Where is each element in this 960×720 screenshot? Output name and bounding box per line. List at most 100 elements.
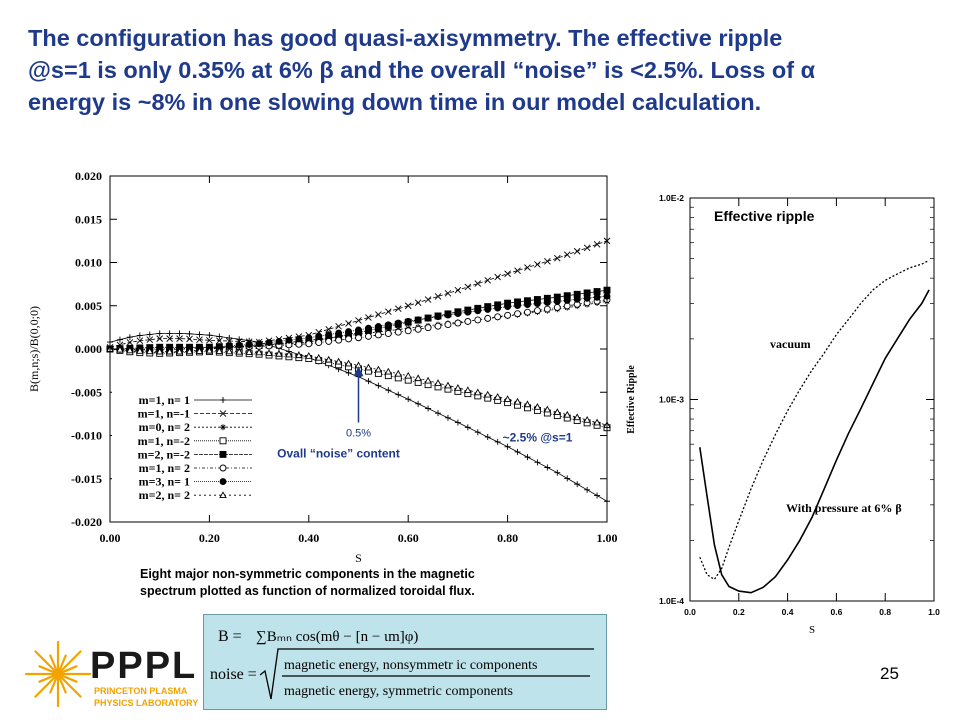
data-point [394,319,402,327]
data-point [235,347,243,355]
x-tick-label: 0.4 [782,607,794,617]
data-point [454,319,462,327]
legend-marker [219,464,227,472]
data-point [265,339,273,347]
slide-title: The configuration has good quasi-axisymm… [28,22,938,118]
data-point [454,310,462,317]
data-point [225,347,234,355]
data-point [136,346,144,354]
legend-label: m=0, n= 2 [139,420,190,434]
data-point [564,475,571,482]
data-point [205,346,214,354]
data-point [176,330,183,337]
data-point [434,293,442,300]
data-point [573,413,581,421]
data-point [484,277,492,284]
legend-label: m=2, n=-2 [138,447,190,461]
pressure-label: With pressure at 6% β [786,501,902,515]
data-point [544,257,551,265]
formula-numerator: magnetic energy, nonsymmetr ic component… [284,658,538,673]
data-point [414,299,422,306]
data-point [454,286,462,294]
data-point [215,347,224,354]
y-tick-label: 1.0E-2 [659,193,684,203]
data-point [186,330,193,337]
data-point [583,294,591,302]
data-point [384,367,393,375]
data-point [573,247,581,255]
data-point [593,288,601,296]
data-point [444,321,452,329]
logo-ray [56,672,82,698]
data-point [385,387,392,394]
formula-b-rhs: ∑Bₘₙ cos(mθ − [n − ιm]φ) [256,629,418,645]
data-point [553,254,561,262]
data-point [514,267,521,274]
data-point [394,369,403,377]
formula-box: B = ∑Bₘₙ cos(mθ − [n − ιm]φ) noise = mag… [203,614,607,710]
data-point [165,347,174,355]
data-point [295,335,303,343]
spectrum-plot-area [106,237,611,505]
data-point [206,337,213,344]
data-point [325,325,332,333]
data-point [176,335,183,342]
data-point [543,299,551,306]
data-point [524,264,531,271]
data-point [504,270,511,278]
data-point [126,339,134,346]
spectrum-annotations: 0.5% Ovall “noise” content ~2.5% @s=1 [277,366,573,461]
data-point [145,347,154,355]
data-point [305,340,313,348]
data-point [156,330,163,337]
logo-starburst-icon [24,640,92,708]
y-axis-label: Effective Ripple [626,365,637,434]
series-vacuum [699,259,930,581]
data-point [494,273,501,281]
data-point [503,395,512,403]
caption-line-1: Eight major non-symmetric components in … [140,567,475,581]
data-point [285,336,293,344]
data-point [484,305,492,313]
spectrum-axes: 0.020 0.015 0.010 0.005 0.000 -0.005 -0.010 -0.… [27,169,618,565]
legend-label: m=1, n= 2 [139,461,190,475]
data-point [374,331,382,339]
y-tick-label: 1.0E-4 [659,596,684,606]
data-point [593,418,601,426]
series-line [699,289,930,594]
logo-ray [34,672,60,698]
data-point [504,443,511,450]
noise-content-label: Ovall “noise” content [277,447,400,461]
data-point [524,454,531,461]
data-point [116,336,123,343]
y-tick-label: 1.0E-3 [659,395,684,405]
data-point [524,308,531,316]
data-point [454,419,461,426]
data-point [454,383,462,391]
data-point [414,374,422,382]
data-point [474,316,482,324]
y-tick-label: -0.010 [71,429,102,443]
logo-subtitle-2: PHYSICS LABORATORY [94,698,198,708]
data-point [474,388,482,396]
data-point [325,337,333,345]
data-point [424,296,432,303]
data-point [494,438,501,445]
chart-title: Effective ripple [714,208,815,224]
data-point [593,293,601,301]
data-point [594,492,601,499]
y-tick-label: -0.005 [71,385,102,399]
data-point [493,392,502,400]
data-point [364,363,373,371]
logo-core [53,669,63,679]
data-point [434,322,442,330]
x-tick-label: 0.40 [298,531,319,545]
data-point [394,305,402,313]
data-point [155,347,164,355]
data-point [166,335,173,342]
data-point [196,336,203,343]
x-tick-label: 0.20 [199,531,220,545]
ripple-plot-area [699,259,930,594]
data-point [374,365,383,373]
title-line-3: energy is ~8% in one slowing down time i… [28,89,762,115]
